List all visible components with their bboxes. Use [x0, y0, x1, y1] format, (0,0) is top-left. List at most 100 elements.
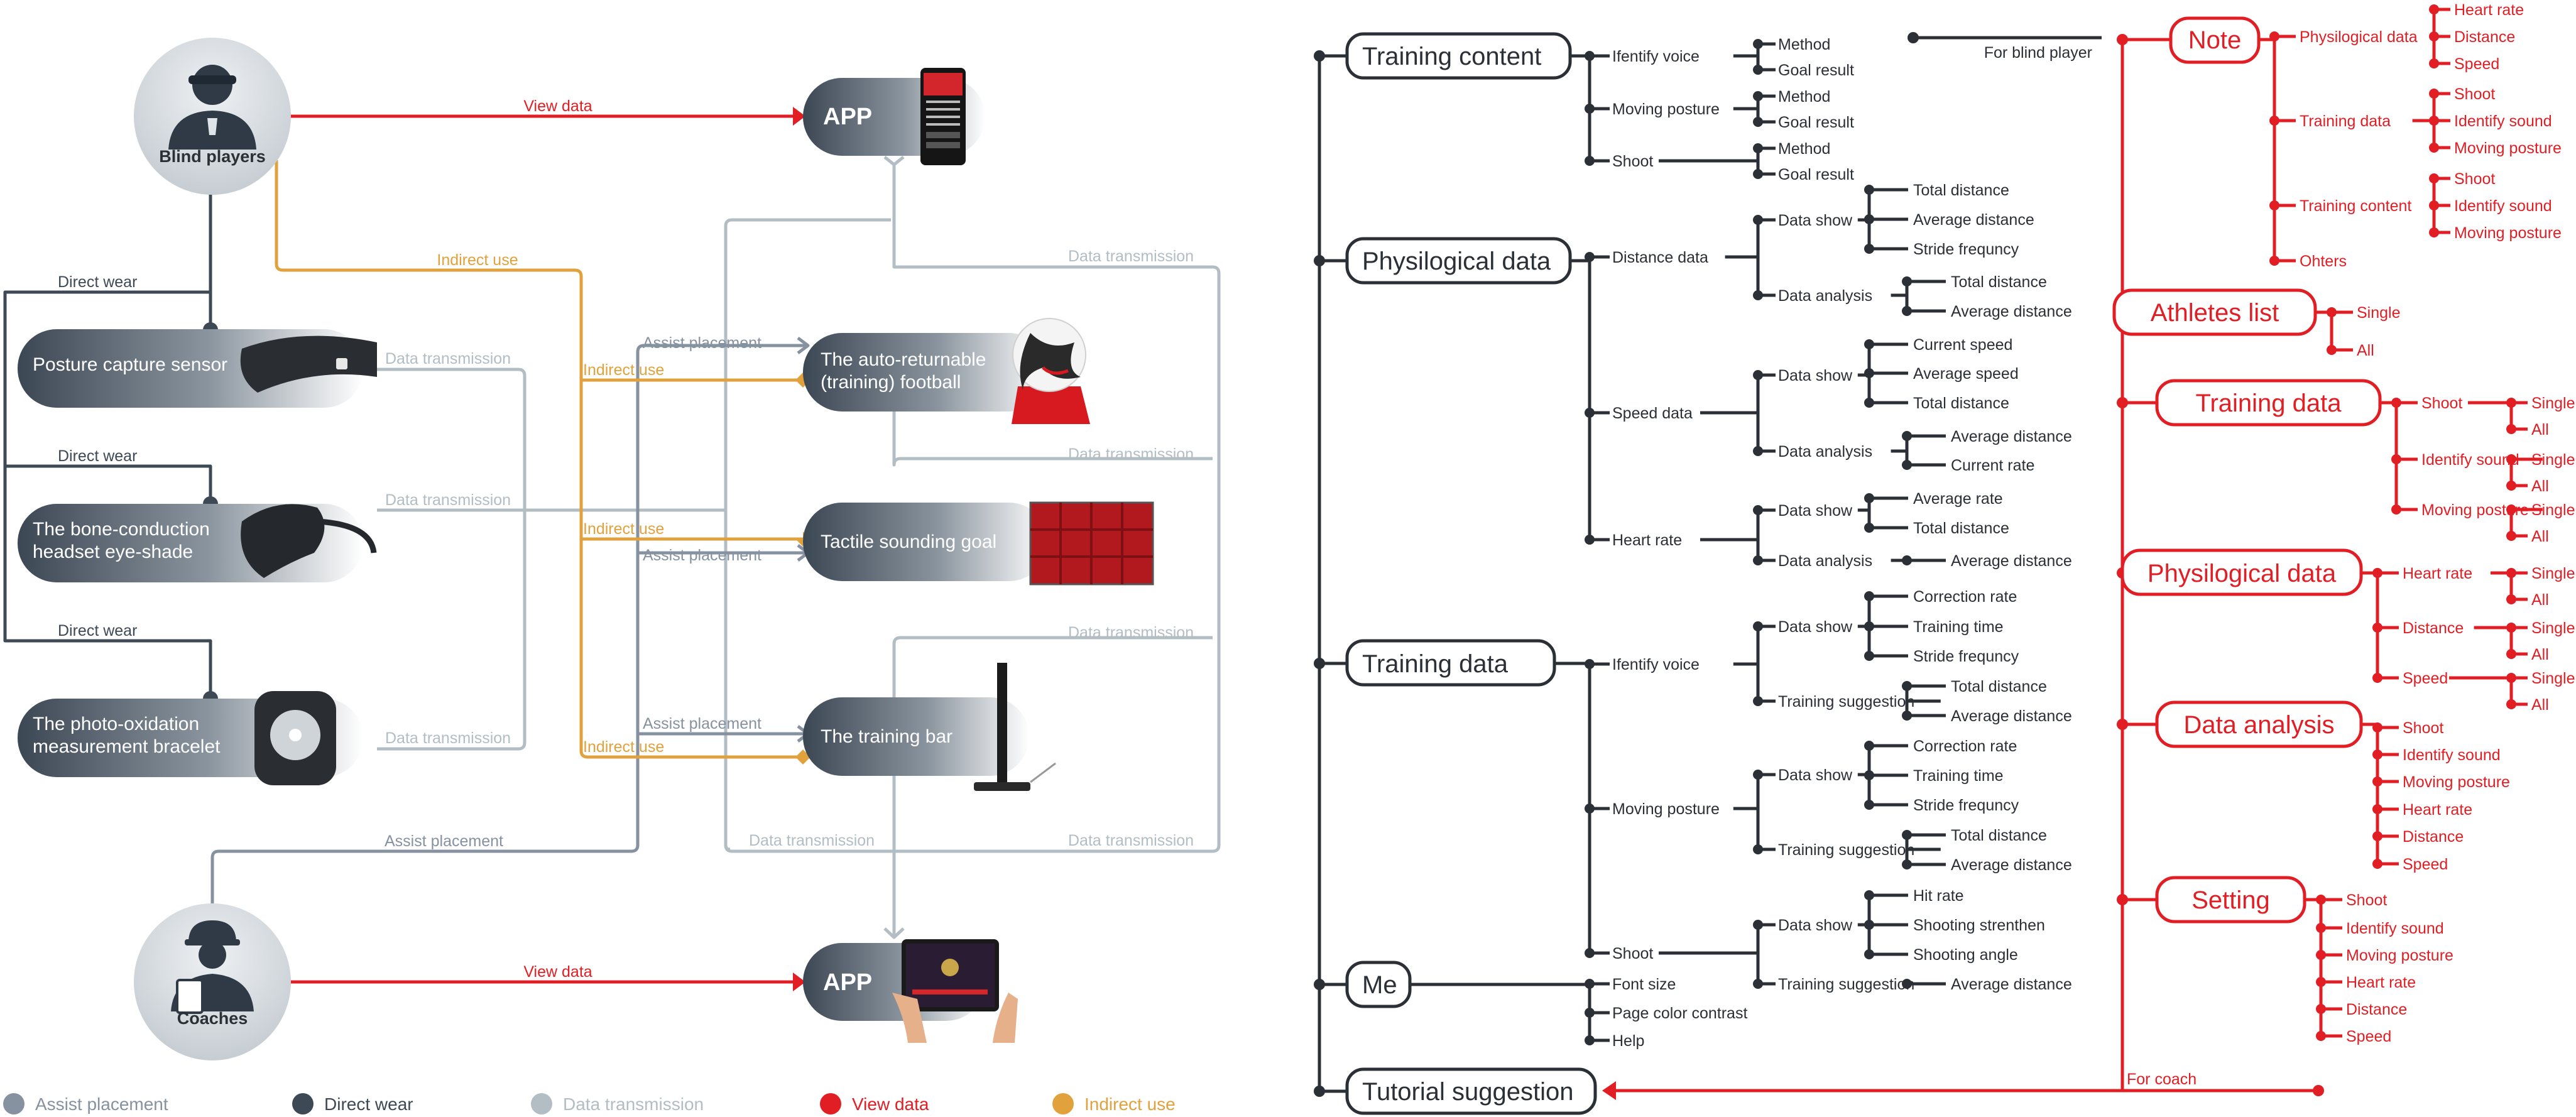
tree-dot: [1864, 741, 1874, 751]
tree-node-l3: Average distance: [1951, 707, 2072, 725]
tree-dot: [2429, 58, 2439, 68]
data-transmission-line: [894, 638, 1213, 697]
tree-node-l1: Help: [1612, 1032, 1644, 1050]
coach-tree-node-l2: All: [2531, 528, 2549, 545]
bracelet-image: [254, 691, 336, 785]
coach-tree-node-l2: Identify sound: [2454, 197, 2552, 215]
tree-dot: [1753, 169, 1763, 179]
tree-node-l2: Training suggestion: [1778, 841, 1914, 859]
tree-node-l3: Total distance: [1913, 182, 2009, 199]
indirect-use-label: Indirect use: [583, 520, 664, 538]
indirect-use-line: [276, 160, 803, 757]
tree-dot: [1585, 51, 1595, 61]
blind-player-label: Blind players: [159, 147, 266, 166]
tree-node-l3: Average distance: [1951, 976, 2072, 993]
tree-dot: [1864, 185, 1874, 195]
tree-dot: [1864, 523, 1874, 533]
direct-wear-line: [5, 466, 210, 504]
tree-dot: [2372, 804, 2382, 814]
coach-tree-node-l2: Single: [2531, 670, 2575, 687]
tree-dot: [2506, 699, 2516, 709]
coach-tree: For coach Note Physilogical data Heart rate…: [1602, 1, 2575, 1100]
coach-tree-node-l2: Single: [2531, 619, 2575, 637]
tree-dot: [2506, 481, 2516, 491]
coach-tree-node-l1: Heart rate: [2403, 801, 2472, 819]
data-transmission-label: Data transmission: [1068, 624, 1194, 641]
arrow-head: [885, 157, 903, 165]
coach-section-title: Setting: [2191, 886, 2270, 914]
tree-dot: [1753, 65, 1763, 75]
tree-dot: [2372, 568, 2382, 578]
tree-dot: [1585, 948, 1595, 958]
tree-dot: [1902, 431, 1912, 441]
tree-dot: [2506, 649, 2516, 659]
indirect-use-label: Indirect use: [437, 251, 518, 269]
tree-dot: [1902, 555, 1912, 565]
coach-tree-node-l1: Ohters: [2300, 253, 2347, 270]
tree-dot: [1585, 979, 1595, 989]
tree-dot: [2506, 673, 2516, 683]
tree-node-l1: Moving posture: [1612, 800, 1720, 818]
coach-tree-node-l1: Physilogical data: [2300, 28, 2418, 46]
section-title: Training content: [1362, 43, 1541, 70]
coach-tree-node-l1: Identify sound: [2346, 920, 2444, 937]
tree-dot: [2372, 623, 2382, 633]
tree-dot: [2506, 504, 2516, 515]
tree-node-l1: Heart rate: [1612, 531, 1682, 549]
coach-tree-node-l2: All: [2531, 696, 2549, 714]
tree-node-l2: Goal result: [1778, 114, 1854, 131]
coach-section-title: Data analysis: [2183, 711, 2334, 739]
coach-tree-node-l2: Shoot: [2454, 85, 2495, 103]
coach-tree-node-l2: All: [2531, 477, 2549, 495]
tree-dot: [2316, 950, 2326, 960]
tree-dot: [2506, 594, 2516, 604]
tree-dot: [1864, 890, 1874, 900]
tree-dot: [2506, 568, 2516, 578]
tree-dot: [2429, 89, 2439, 99]
tree-dot: [2429, 200, 2439, 210]
goal-image: [1030, 503, 1153, 584]
tree-dot: [1753, 117, 1763, 127]
tree-node-l3: Training time: [1913, 767, 2004, 785]
coach-tree-node-l1: Single: [2357, 304, 2401, 322]
tree-dot: [1753, 370, 1763, 380]
tree-dot: [1585, 659, 1595, 669]
data-transmission-label: Data transmission: [385, 729, 511, 747]
coach-tree-node-l1: Moving posture: [2403, 773, 2510, 791]
tree-dot: [1864, 398, 1874, 408]
tree-node-l1: Distance data: [1612, 249, 1708, 266]
app-top-node: APP: [803, 68, 985, 165]
tree-dot: [1585, 156, 1595, 166]
assist-placement-label: Assist placement: [385, 832, 503, 850]
section-title: Me: [1362, 971, 1397, 999]
assist-placement-line: [212, 346, 807, 903]
coach-tree-node-l1: Speed: [2403, 856, 2448, 873]
tree-node-l3: Correction rate: [1913, 738, 2017, 755]
coach-tree-node-l1: Training data: [2300, 112, 2391, 130]
assist-placement-label: Assist placement: [643, 334, 761, 352]
tree-dot: [1753, 39, 1763, 49]
tree-dot: [2372, 722, 2382, 733]
tree-dot: [2372, 673, 2382, 683]
tree-node-l2: Method: [1778, 88, 1830, 106]
posture-sensor-label: Posture capture sensor: [33, 354, 227, 375]
app-top-label: APP: [823, 104, 872, 130]
football-label-1: The auto-returnable: [821, 349, 986, 370]
goal-label: Tactile sounding goal: [821, 531, 996, 552]
tree-dot: [2391, 454, 2401, 464]
tree-node-l2: Goal result: [1778, 166, 1854, 183]
tree-dot: [2429, 31, 2439, 41]
football-node: The auto-returnable (training) football: [803, 319, 1090, 424]
tree-node-l3: Current rate: [1951, 457, 2034, 474]
coach-tree-node-l1: Speed: [2403, 670, 2448, 687]
tree-node-l2: Training suggestion: [1778, 693, 1914, 711]
data-transmission-line: [377, 369, 525, 749]
tree-node-l2: Method: [1778, 140, 1830, 158]
tree-node-l3: Stride frequncy: [1913, 648, 2019, 665]
tree-dot: [1902, 276, 1912, 286]
tree-dot: [1864, 770, 1874, 780]
tree-node-l3: Average distance: [1951, 428, 2072, 445]
tree-dot: [1753, 91, 1763, 101]
data-transmission-label: Data transmission: [1068, 445, 1194, 463]
